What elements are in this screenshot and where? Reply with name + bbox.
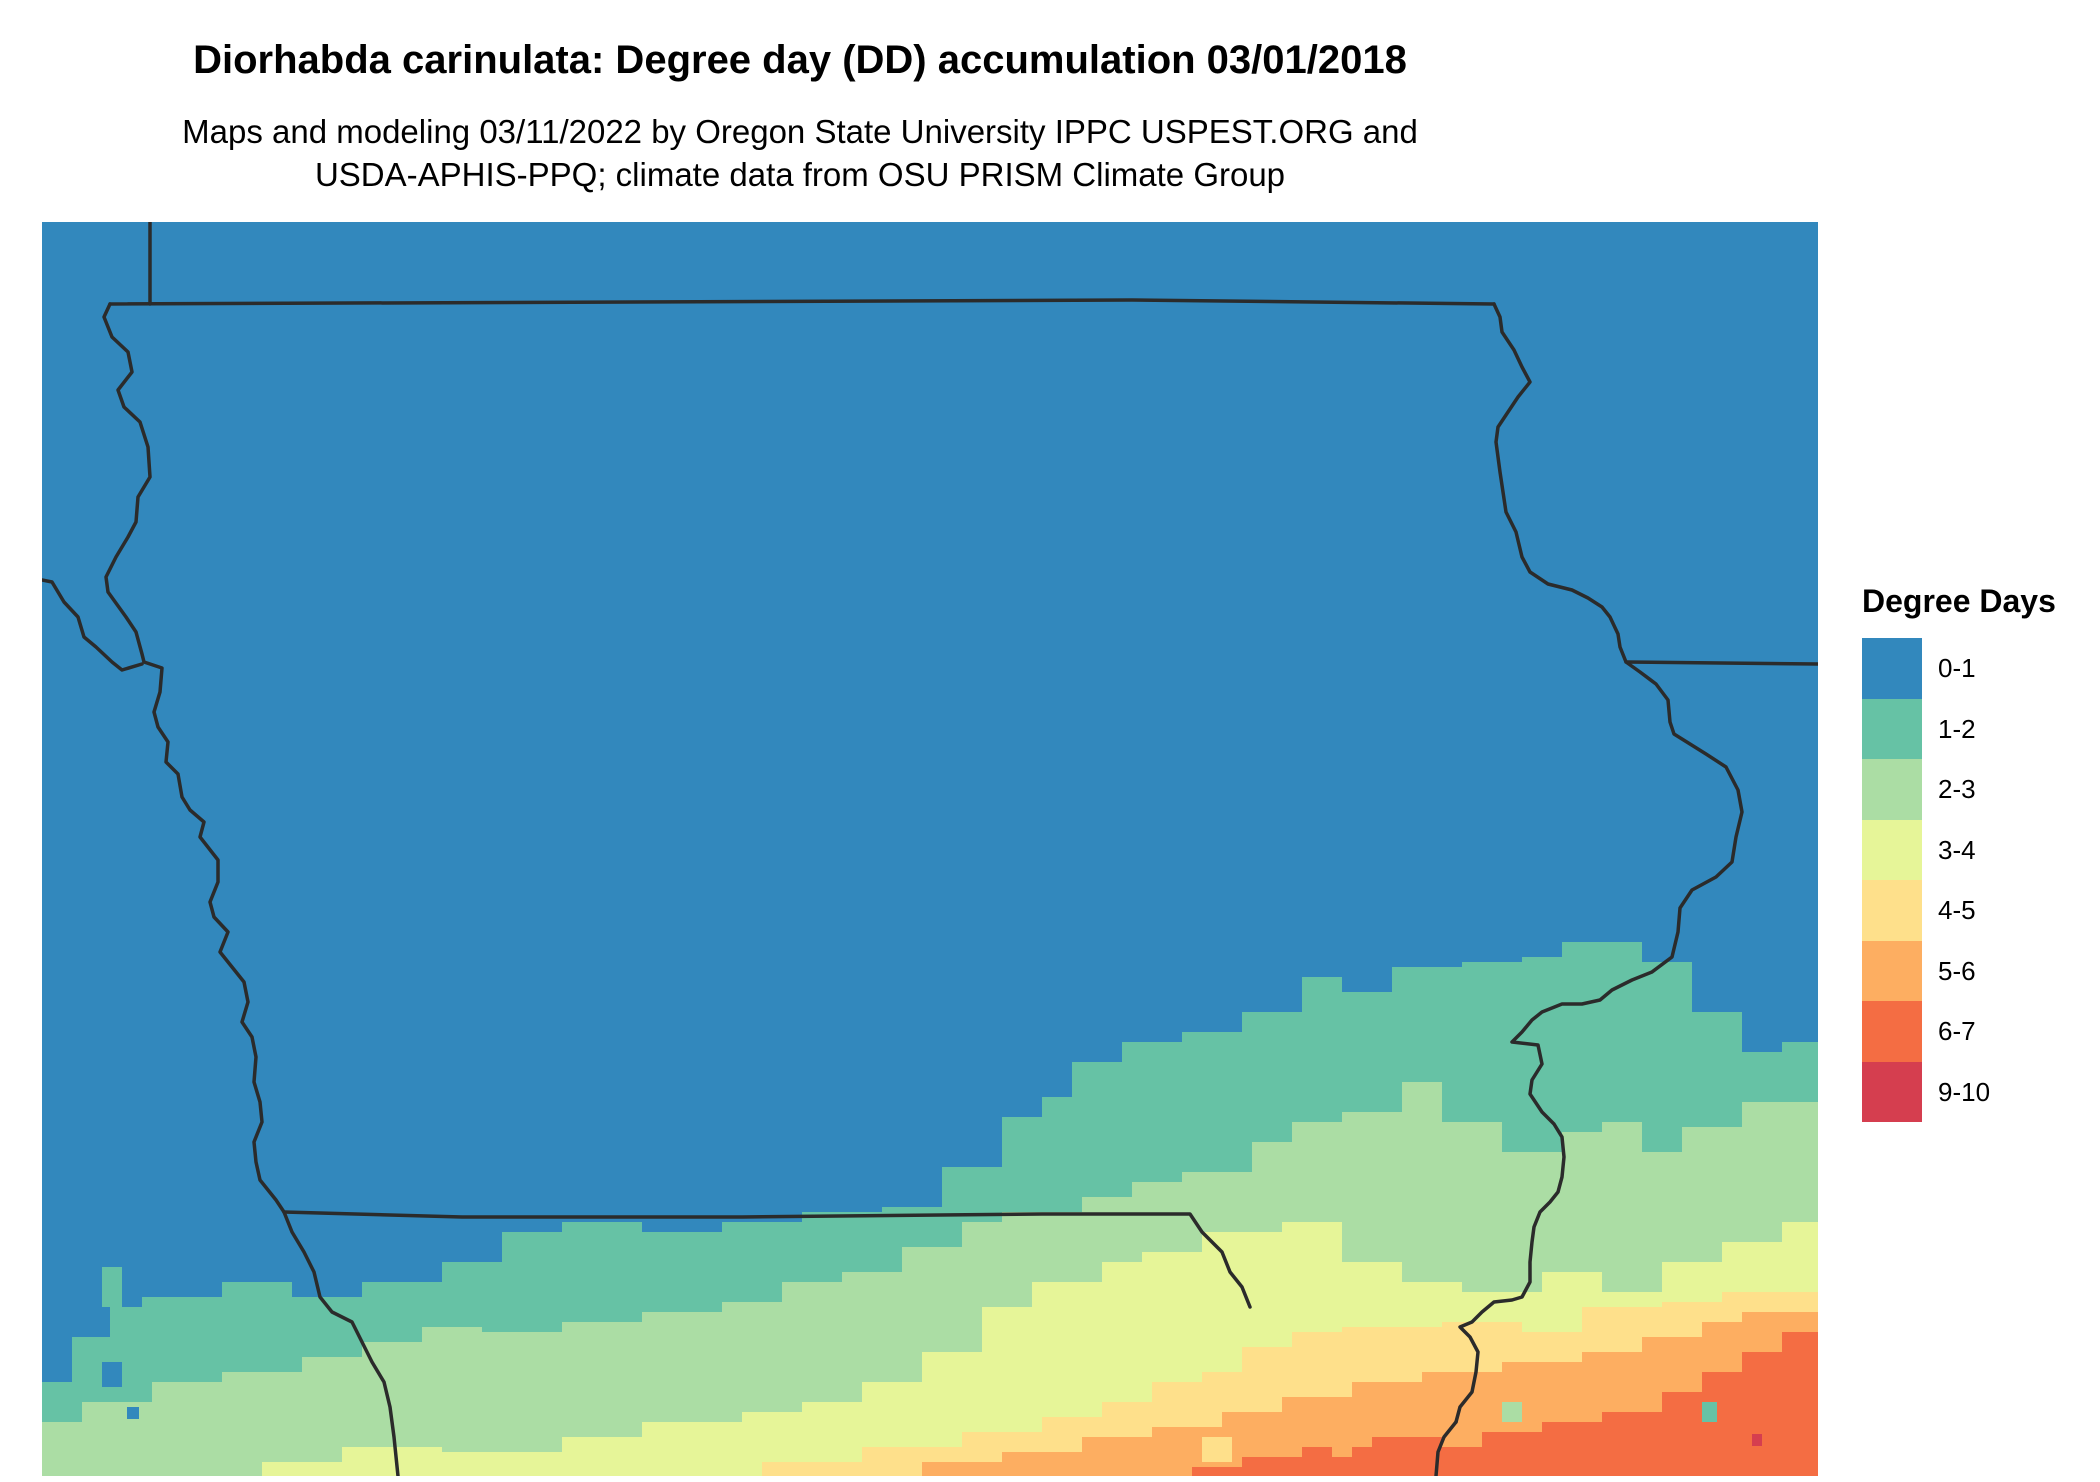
ks-mo-border (282, 1210, 400, 1476)
legend-label: 1-2 (1938, 713, 1976, 744)
legend-swatch (1862, 819, 1922, 880)
legend-label: 4-5 (1938, 895, 1976, 925)
patch-4-5-a (1202, 1437, 1232, 1462)
legend-swatch (1862, 698, 1922, 759)
legend-item: 3-4 (1862, 819, 2092, 880)
legend-item: 6-7 (1862, 1001, 2092, 1062)
degree-day-map (42, 222, 1818, 1476)
patch-9-10 (1752, 1434, 1762, 1446)
iowa-north-border (108, 298, 1496, 306)
patch-0-1-b (127, 1407, 139, 1419)
legend-label: 2-3 (1938, 774, 1976, 804)
legend-item: 9-10 (1862, 1061, 2092, 1122)
legend-item: 5-6 (1862, 940, 2092, 1001)
iowa-west-border (102, 302, 286, 1214)
map-title: Diorhabda carinulata: Degree day (DD) ac… (193, 38, 1407, 82)
zone-6-7 (1192, 1332, 1818, 1476)
legend-item: 4-5 (1862, 880, 2092, 941)
legend-item: 2-3 (1862, 759, 2092, 820)
legend-label: 6-7 (1938, 1016, 1976, 1046)
legend: Degree Days 0-1 1-2 2-3 3-4 4-5 5-6 6-7 … (1862, 584, 2092, 1122)
subtitle-line-1: Maps and modeling 03/11/2022 by Oregon S… (182, 113, 1418, 150)
patch-1-2-a (102, 1267, 122, 1307)
legend-swatch (1862, 1061, 1922, 1122)
patch-1-2-b (1702, 1402, 1717, 1422)
patch-6-7-a (1582, 1437, 1602, 1457)
legend-label: 3-4 (1938, 834, 1976, 865)
ne-sd-border (42, 578, 144, 672)
iowa-south-border (282, 1210, 1252, 1309)
legend-label: 5-6 (1938, 955, 1976, 986)
patch-6-7-b (1662, 1437, 1692, 1457)
legend-label: 9-10 (1938, 1076, 1991, 1107)
patch-5-6-a (1332, 1442, 1352, 1457)
il-wi-border (1624, 660, 1818, 666)
legend-item: 0-1 (1862, 638, 2092, 699)
legend-swatch (1862, 1001, 1922, 1062)
map-subtitle: Maps and modeling 03/11/2022 by Oregon S… (0, 110, 1600, 196)
legend-swatch (1862, 880, 1922, 941)
patch-0-1-a (102, 1362, 122, 1387)
il-mo-border (1434, 1420, 1458, 1476)
iowa-east-border (1454, 302, 1744, 1424)
state-borders (42, 222, 1818, 1476)
legend-item: 1-2 (1862, 698, 2092, 759)
patch-2-3-a (1502, 1402, 1522, 1422)
subtitle-line-2: USDA-APHIS-PPQ; climate data from OSU PR… (314, 156, 1286, 193)
legend-swatch (1862, 940, 1922, 1001)
legend-title: Degree Days (1862, 583, 2056, 619)
legend-label: 0-1 (1938, 653, 1976, 683)
legend-swatch (1862, 638, 1922, 699)
legend-swatch (1862, 759, 1922, 820)
